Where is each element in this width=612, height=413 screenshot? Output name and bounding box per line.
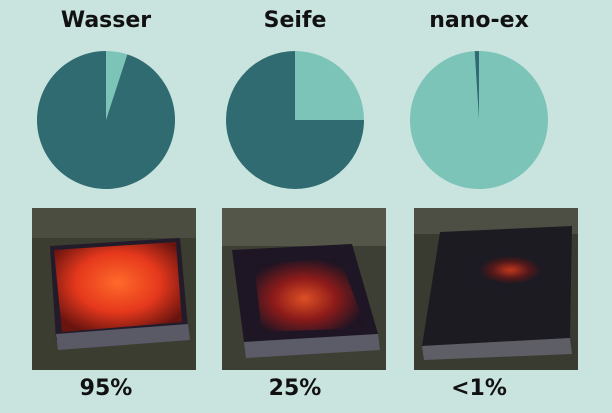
chart-title: Wasser [60, 8, 152, 33]
dark-slice [226, 51, 364, 189]
burn-photo-nano-ex [414, 208, 578, 370]
column-nano-ex: nano-ex <1% [394, 0, 578, 413]
pie-chart-nano-ex [410, 51, 548, 190]
column-seife: Seife 25% [210, 0, 386, 413]
light-slice [295, 51, 364, 120]
light-slice [106, 51, 128, 120]
dark-slice [36, 51, 175, 189]
dark-slice [474, 51, 479, 120]
chart-title: nano-ex [429, 8, 529, 33]
pie-chart-seife [226, 51, 364, 189]
chart-title: Seife [263, 8, 327, 33]
light-slice [410, 51, 548, 190]
percentage-label: 95% [79, 376, 133, 401]
burn-photo-seife [222, 208, 386, 370]
pie-chart-wasser [36, 51, 175, 189]
burn-photo-wasser [32, 208, 196, 370]
column-wasser: Wasser 95% [21, 0, 196, 413]
percentage-label: <1% [451, 376, 507, 401]
percentage-label: 25% [268, 376, 322, 401]
